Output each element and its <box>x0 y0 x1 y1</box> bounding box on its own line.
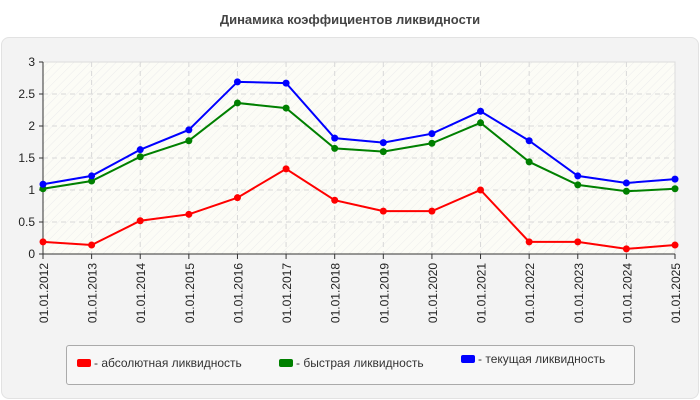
data-point <box>88 241 96 249</box>
data-point <box>233 99 241 107</box>
x-tick-label: 01.01.2021 <box>475 263 489 323</box>
x-tick-label: 01.01.2025 <box>669 263 683 323</box>
legend-item-current: - текущая ликвидность <box>461 352 605 366</box>
series-line <box>42 80 676 186</box>
x-tick-label: 01.01.2023 <box>572 263 586 323</box>
legend-item-quick: - быстрая ликвидность <box>279 356 424 370</box>
data-point <box>671 175 679 183</box>
data-point <box>525 158 533 166</box>
x-tick-label: 01.01.2018 <box>329 263 343 323</box>
data-point <box>379 148 387 156</box>
data-point <box>671 241 679 249</box>
series-line <box>42 167 676 250</box>
x-tick-label: 01.01.2019 <box>377 263 391 323</box>
data-point <box>428 130 436 138</box>
data-point <box>233 78 241 86</box>
data-point <box>88 177 96 185</box>
data-point <box>233 194 241 202</box>
legend-label: - абсолютная ликвидность <box>94 356 242 370</box>
x-tick-label: 01.01.2022 <box>523 263 537 323</box>
x-tick-label: 01.01.2015 <box>183 263 197 323</box>
chart-legend: - абсолютная ликвидность - быстрая ликви… <box>66 345 635 385</box>
data-point <box>185 137 193 145</box>
x-tick-label: 01.01.2013 <box>86 263 100 323</box>
data-point <box>525 238 533 246</box>
x-tick-label: 01.01.2020 <box>426 263 440 323</box>
data-point <box>622 245 630 253</box>
data-point <box>136 146 144 154</box>
x-tick-label: 01.01.2024 <box>620 263 634 323</box>
y-tick-label: 2.5 <box>18 87 35 101</box>
data-point <box>574 172 582 180</box>
x-tick-label: 01.01.2012 <box>37 263 51 323</box>
data-point <box>428 139 436 147</box>
data-point <box>136 217 144 225</box>
legend-swatch-red <box>77 359 91 367</box>
data-point <box>574 181 582 189</box>
x-tick-label: 01.01.2017 <box>280 263 294 323</box>
data-point <box>379 139 387 147</box>
y-tick-label: 0.5 <box>18 215 35 229</box>
series-line <box>42 101 676 193</box>
data-point <box>477 119 485 127</box>
data-point <box>282 104 290 112</box>
y-tick-label: 1 <box>28 183 35 197</box>
y-tick-label: 1.5 <box>18 151 35 165</box>
data-point <box>39 180 47 188</box>
data-point <box>282 79 290 87</box>
line-chart: 0 0.5 1 1.5 2 2.5 3 01.01.2012 01.01.2013 01.01.2… <box>18 55 683 323</box>
data-point <box>428 207 436 215</box>
data-point <box>136 153 144 161</box>
legend-item-absolute: - абсолютная ликвидность <box>77 356 242 370</box>
legend-label: - быстрая ликвидность <box>296 356 424 370</box>
data-point <box>525 137 533 145</box>
x-tick-label: 01.01.2014 <box>134 263 148 323</box>
data-point <box>282 165 290 173</box>
x-tick-label: 01.01.2016 <box>231 263 245 323</box>
chart-title: Динамика коэффициентов ликвидности <box>219 12 481 27</box>
legend-label: - текущая ликвидность <box>478 352 606 366</box>
y-tick-label: 2 <box>28 119 35 133</box>
legend-swatch-blue <box>461 355 475 363</box>
data-point <box>622 187 630 195</box>
data-point <box>477 186 485 194</box>
data-point <box>185 126 193 134</box>
data-point <box>622 179 630 187</box>
data-point <box>379 207 387 215</box>
data-point <box>185 210 193 218</box>
data-point <box>477 107 485 115</box>
data-point <box>331 134 339 142</box>
data-point <box>39 238 47 246</box>
data-point <box>88 172 96 180</box>
y-tick-label: 3 <box>28 55 35 69</box>
legend-swatch-green <box>279 359 293 367</box>
data-point <box>331 144 339 152</box>
data-point <box>331 196 339 204</box>
data-point <box>671 185 679 193</box>
y-tick-label: 0 <box>28 247 35 261</box>
data-point <box>574 238 582 246</box>
